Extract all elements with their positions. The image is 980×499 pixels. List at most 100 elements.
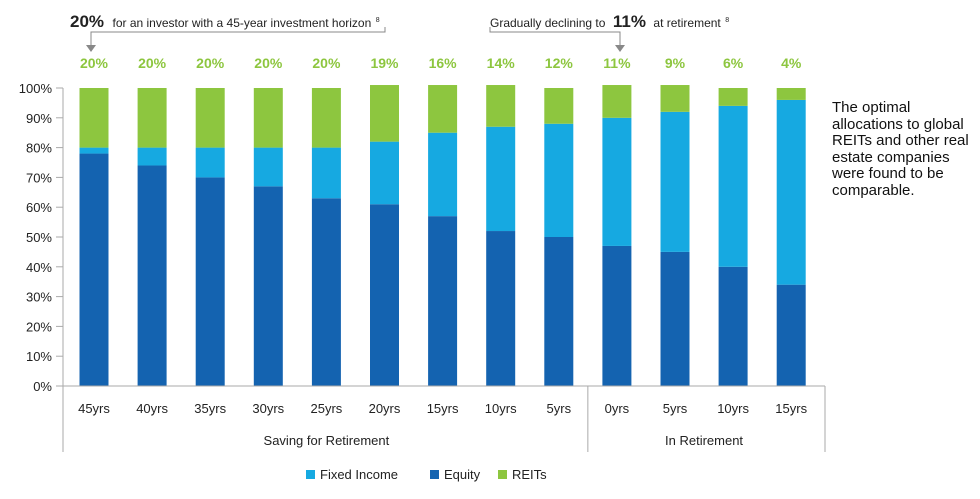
y-tick-label: 10% <box>26 349 52 364</box>
x-tick-label: 5yrs <box>663 401 688 416</box>
reit-value-label: 12% <box>545 55 574 71</box>
annotation-right-bracket <box>489 27 621 38</box>
bar-reits <box>137 88 167 148</box>
legend-label: REITs <box>512 467 547 482</box>
bar-fixed-income <box>428 132 458 217</box>
bar-fixed-income <box>370 141 399 205</box>
annotation-left-arrowhead <box>86 45 96 52</box>
bar-equity <box>195 177 225 386</box>
reit-value-label: 14% <box>487 55 516 71</box>
bar-reits <box>660 85 690 112</box>
bar-fixed-income <box>253 147 283 187</box>
reit-value-labels: 20% 20% 20% 20% 20% 19% 16% 14% 12% 11% 9% 6% 4% <box>80 55 802 71</box>
side-note: The optimal allocations to global REITs … <box>832 99 969 199</box>
reit-value-label: 20% <box>80 55 109 71</box>
x-tick-label: 10yrs <box>485 401 517 416</box>
bar-equity <box>544 237 574 386</box>
bar-equity <box>660 251 690 386</box>
x-tick-label: 25yrs <box>311 401 343 416</box>
bar-equity <box>718 266 748 386</box>
bar-reits <box>776 88 806 100</box>
bar-reits <box>544 88 574 124</box>
bar-equity <box>79 153 109 386</box>
y-tick-label: 100% <box>19 81 53 96</box>
x-tick-label: 35yrs <box>194 401 226 416</box>
bar-equity <box>486 231 516 386</box>
bar-fixed-income <box>79 147 109 154</box>
group-label: Saving for Retirement <box>264 433 390 448</box>
bar-fixed-income <box>718 105 748 267</box>
x-tick-label: 15yrs <box>427 401 459 416</box>
bar-reits <box>486 85 516 127</box>
group-label: In Retirement <box>665 433 743 448</box>
bar-fixed-income <box>195 147 225 178</box>
bar-equity <box>253 186 283 386</box>
annotation-right-sup: 8 <box>725 17 729 24</box>
annotation-left-bracket <box>90 27 386 38</box>
annotation-right-post: at retirement <box>653 16 721 30</box>
bar-equity <box>602 245 632 386</box>
reit-value-label: 20% <box>254 55 283 71</box>
bar-reits <box>370 85 399 142</box>
reit-value-label: 20% <box>138 55 167 71</box>
legend-swatch <box>306 470 315 479</box>
bar-equity <box>311 198 341 386</box>
reit-value-label: 20% <box>196 55 225 71</box>
x-tick-label: 0yrs <box>605 401 630 416</box>
annotation-left-text: for an investor with a 45-year investmen… <box>112 16 371 30</box>
x-tick-label: 10yrs <box>717 401 749 416</box>
annotation-right: Gradually declining to 11% at retirement… <box>489 12 729 52</box>
annotation-left: 20% for an investor with a 45-year inves… <box>70 12 386 52</box>
x-axis: 45yrs 40yrs 35yrs 30yrs 25yrs 20yrs 15yrs 10yrs… <box>63 385 825 416</box>
y-tick-label: 50% <box>26 230 52 245</box>
reit-value-label: 9% <box>665 55 686 71</box>
bar-reits <box>428 85 458 133</box>
x-tick-label: 30yrs <box>252 401 284 416</box>
bar-fixed-income <box>776 99 806 285</box>
bar-equity <box>137 165 167 386</box>
annotation-right-pre: Gradually declining to <box>490 16 606 30</box>
y-tick-label: 30% <box>26 290 52 305</box>
y-tick-label: 0% <box>33 379 52 394</box>
bar-reits <box>195 88 225 148</box>
y-tick-label: 60% <box>26 200 52 215</box>
x-tick-label: 45yrs <box>78 401 110 416</box>
x-tick-label: 20yrs <box>369 401 401 416</box>
reit-value-label: 19% <box>370 55 399 71</box>
bar-reits <box>718 88 748 106</box>
annotation-left-value: 20% <box>70 12 104 31</box>
reit-value-label: 11% <box>603 55 631 71</box>
bar-equity <box>776 284 806 386</box>
bar-fixed-income <box>486 126 516 232</box>
bar-fixed-income <box>311 147 341 199</box>
annotation-right-arrowhead <box>615 45 625 52</box>
bar-fixed-income <box>137 147 167 166</box>
y-tick-label: 70% <box>26 170 52 185</box>
reit-value-label: 20% <box>312 55 341 71</box>
svg-text:20% for an investor with: 20% for an investor with a 45-year inves… <box>70 12 380 31</box>
svg-text:Gradually declining to 1: Gradually declining to 11% at retirement… <box>490 12 729 31</box>
x-tick-label: 40yrs <box>136 401 168 416</box>
bar-reits <box>253 88 283 148</box>
y-tick-label: 20% <box>26 319 52 334</box>
annotation-right-value: 11% <box>613 12 646 31</box>
x-tick-label: 15yrs <box>775 401 807 416</box>
bars <box>79 85 806 386</box>
bar-equity <box>428 216 458 386</box>
annotation-left-sup: 8 <box>376 17 380 24</box>
reit-value-label: 4% <box>781 55 802 71</box>
y-axis: 0% 10% 20% 30% 40% 50% 60% 70% 80% 90% 100% <box>19 81 64 394</box>
bar-fixed-income <box>544 123 574 237</box>
bar-equity <box>370 204 399 386</box>
reit-value-label: 16% <box>429 55 458 71</box>
legend-label: Fixed Income <box>320 467 398 482</box>
y-tick-label: 40% <box>26 260 52 275</box>
x-tick-label: 5yrs <box>547 401 572 416</box>
bar-fixed-income <box>660 111 690 252</box>
y-tick-label: 80% <box>26 141 52 156</box>
y-tick-label: 90% <box>26 111 52 126</box>
reit-value-label: 6% <box>723 55 744 71</box>
legend-label: Equity <box>444 467 481 482</box>
bar-reits <box>79 88 109 148</box>
